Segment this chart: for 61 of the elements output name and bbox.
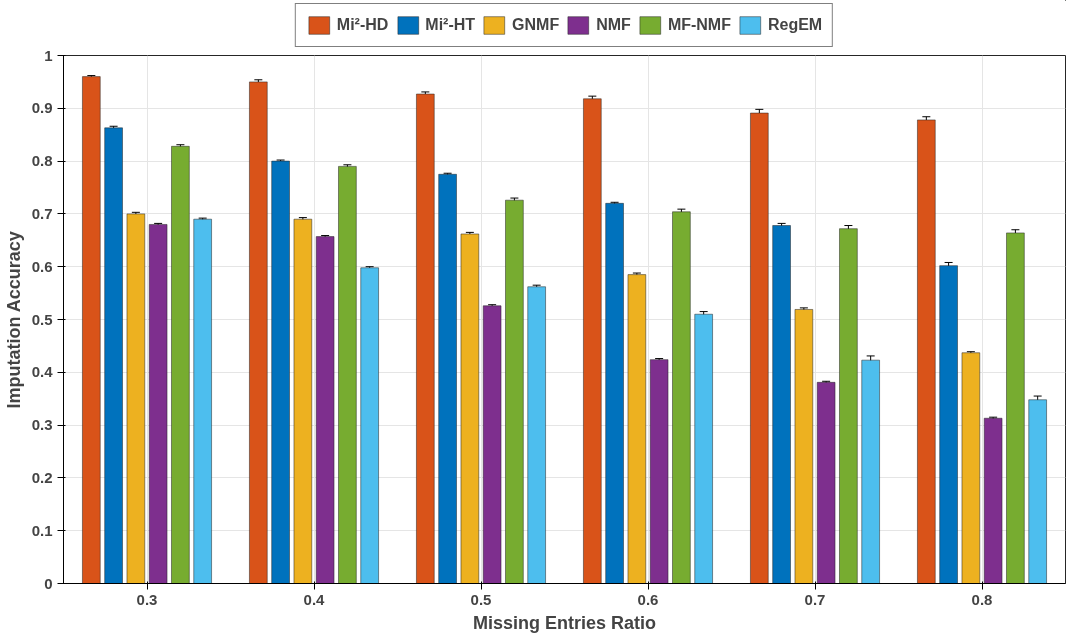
y-tick-label: 1: [44, 46, 53, 64]
bar: [460, 233, 480, 584]
bar: [750, 112, 769, 584]
bar: [1028, 399, 1047, 584]
bar: [271, 160, 290, 584]
bar: [672, 211, 691, 584]
x-tick-label: 0.6: [637, 590, 659, 608]
bar: [694, 313, 713, 584]
x-tick-label: 0.5: [470, 590, 492, 608]
bar: [126, 213, 146, 584]
legend-label: GNMF: [512, 16, 560, 34]
legend-label: RegEM: [767, 16, 823, 34]
bar: [772, 225, 791, 584]
y-tick-label: 0.9: [31, 99, 53, 117]
bar: [1006, 232, 1025, 584]
bar: [482, 305, 502, 584]
bar: [583, 98, 602, 584]
bar: [82, 76, 101, 584]
y-tick-label: 0.6: [31, 257, 53, 275]
bar: [861, 359, 880, 584]
bar: [416, 93, 435, 584]
x-tick-label: 0.3: [136, 590, 158, 608]
bar: [360, 267, 379, 584]
bar: [794, 309, 814, 584]
bar: [193, 218, 212, 584]
x-tick-label: 0.7: [804, 590, 826, 608]
bar: [816, 382, 836, 584]
bar: [505, 199, 524, 584]
legend-label: NMF: [596, 16, 631, 34]
legend-label: MF-NMF: [667, 16, 731, 34]
bar: [438, 174, 457, 584]
y-tick-label: 0.7: [31, 204, 53, 222]
bar: [649, 359, 669, 584]
x-tick-label: 0.4: [303, 590, 326, 608]
y-tick-label: 0.3: [31, 416, 53, 434]
bar: [338, 166, 357, 584]
bar: [148, 224, 168, 584]
bar: [627, 274, 647, 584]
legend-label: Mi²-HT: [425, 16, 476, 34]
x-tick-label: 0.8: [971, 590, 993, 608]
bar: [605, 203, 624, 584]
y-tick-label: 0: [44, 574, 53, 592]
bar: [961, 352, 981, 584]
y-tick-label: 0.8: [31, 152, 53, 170]
bar: [939, 265, 958, 584]
bar: [839, 228, 858, 584]
bar: [527, 286, 546, 584]
y-tick-label: 0.5: [31, 310, 53, 328]
legend-label: Mi²-HD: [336, 16, 389, 34]
bar: [171, 146, 190, 584]
y-tick-label: 0.4: [31, 363, 54, 381]
bar: [293, 218, 313, 584]
y-tick-label: 0.2: [31, 468, 53, 486]
bar: [917, 119, 936, 584]
y-axis-title: Imputation Accuracy: [3, 231, 24, 409]
y-tick-label: 0.1: [31, 521, 53, 539]
bar: [249, 81, 268, 584]
bar: [315, 236, 335, 584]
bar: [104, 127, 123, 584]
x-axis-title: Missing Entries Ratio: [472, 612, 657, 633]
bar: [983, 417, 1003, 584]
